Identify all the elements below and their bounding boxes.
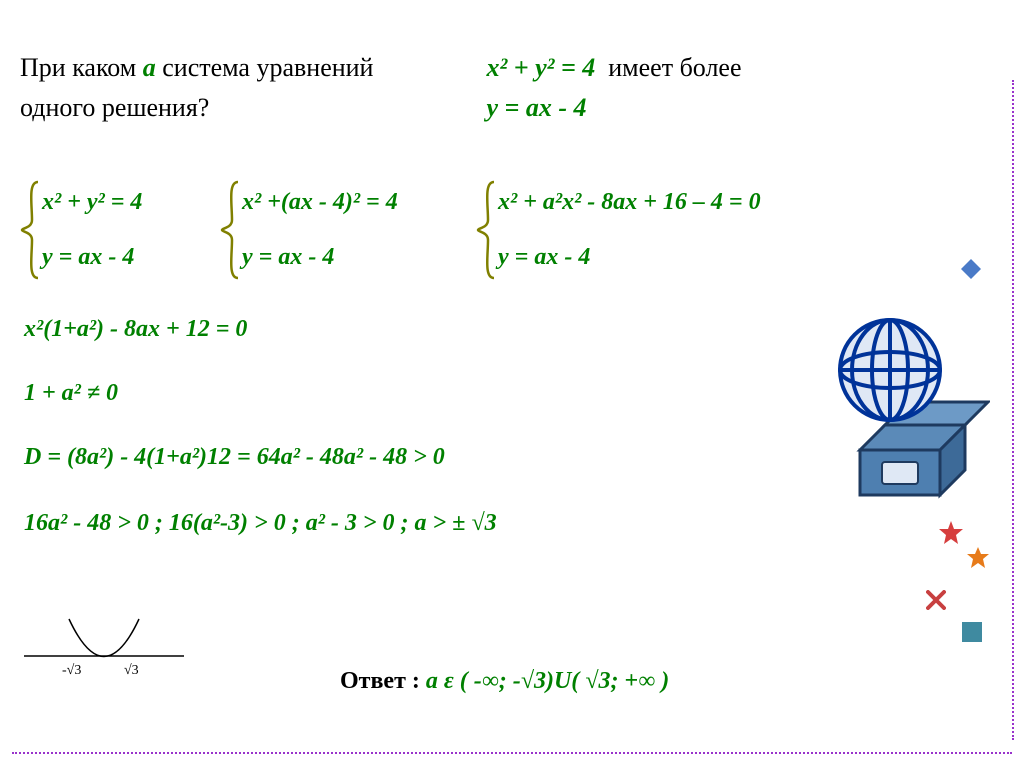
equation-text: y = ax - 4: [42, 244, 142, 271]
question-part2: система уравнений: [156, 53, 374, 82]
question-eq-top: x² + y² = 4: [487, 53, 596, 82]
svg-text:-√3: -√3: [62, 663, 81, 678]
cross-icon: [926, 590, 946, 610]
step-line: D = (8a²) - 4(1+a²)12 = 64a² - 48a² - 48…: [24, 444, 445, 471]
question-a: а: [143, 53, 156, 82]
step-line: x²(1+a²) - 8ax + 12 = 0: [24, 316, 247, 343]
globe-box-icon: [820, 310, 990, 510]
equation-text: x² +(ax - 4)² = 4: [242, 189, 398, 216]
step-line: 16a² - 48 > 0 ; 16(a²-3) > 0 ; a² - 3 > …: [24, 510, 497, 537]
brace-icon: [476, 180, 498, 280]
svg-text:√3: √3: [124, 663, 139, 678]
star-icon: [938, 520, 964, 546]
question-part4: имеет более: [608, 53, 741, 82]
system-2: x² +(ax - 4)² = 4 y = ax - 4: [220, 180, 398, 280]
equation-text: x² + y² = 4: [42, 189, 142, 216]
brace-icon: [20, 180, 42, 280]
answer-line: Ответ : a ε ( -∞; -√3)U( √3; +∞ ): [340, 668, 669, 695]
equation-text: y = ax - 4: [498, 244, 761, 271]
star-icon: [966, 546, 990, 570]
system-3: x² + a²x² - 8ax + 16 – 4 = 0 y = ax - 4: [476, 180, 761, 280]
step-line: 1 + a² ≠ 0: [24, 380, 118, 407]
system-1: x² + y² = 4 y = ax - 4: [20, 180, 142, 280]
equation-text: y = ax - 4: [242, 244, 398, 271]
diamond-icon: [960, 258, 982, 280]
answer-value: a ε ( -∞; -√3)U( √3; +∞ ): [426, 668, 669, 694]
question-block: При каком а система уравнений x² + y² = …: [20, 48, 1004, 129]
brace-icon: [220, 180, 242, 280]
parabola-graph: -√3 √3: [24, 614, 184, 684]
question-part1: При каком: [20, 53, 143, 82]
question-eq-bottom: y = ax - 4: [487, 93, 587, 122]
answer-label: Ответ :: [340, 668, 426, 694]
question-part3: одного решения?: [20, 93, 209, 122]
square-icon: [960, 620, 984, 644]
equation-text: x² + a²x² - 8ax + 16 – 4 = 0: [498, 189, 761, 216]
